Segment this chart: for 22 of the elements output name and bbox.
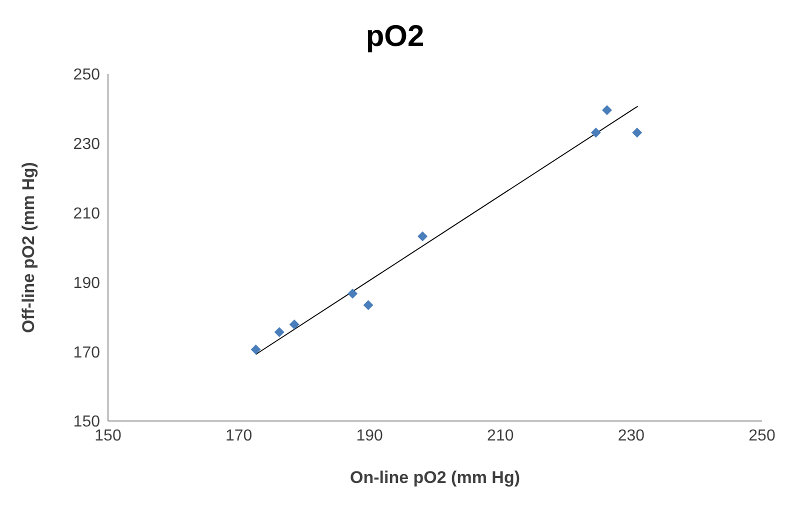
x-tick-label: 210 bbox=[487, 427, 514, 444]
x-tick-label: 170 bbox=[225, 427, 252, 444]
x-axis-title: On-line pO2 (mm Hg) bbox=[350, 468, 520, 487]
y-tick-label: 210 bbox=[73, 205, 100, 222]
x-tick-label: 190 bbox=[356, 427, 384, 444]
point bbox=[289, 320, 300, 330]
y-tick-label: 170 bbox=[73, 344, 100, 362]
y-tick-label: 230 bbox=[73, 136, 100, 154]
y-tick-label: 250 bbox=[73, 66, 100, 84]
point bbox=[632, 128, 642, 138]
x-tick-label: 250 bbox=[748, 427, 776, 444]
chart-title: pO2 bbox=[364, 19, 426, 55]
x-tick-label: 230 bbox=[618, 427, 645, 444]
point bbox=[418, 231, 428, 242]
point bbox=[250, 344, 261, 355]
point bbox=[348, 288, 358, 299]
point bbox=[274, 327, 284, 338]
y-axis-title: Off-line pO2 (mm Hg) bbox=[19, 162, 38, 333]
y-tick-label: 190 bbox=[73, 274, 100, 292]
point bbox=[363, 300, 374, 310]
point bbox=[590, 128, 601, 138]
point bbox=[602, 105, 612, 116]
